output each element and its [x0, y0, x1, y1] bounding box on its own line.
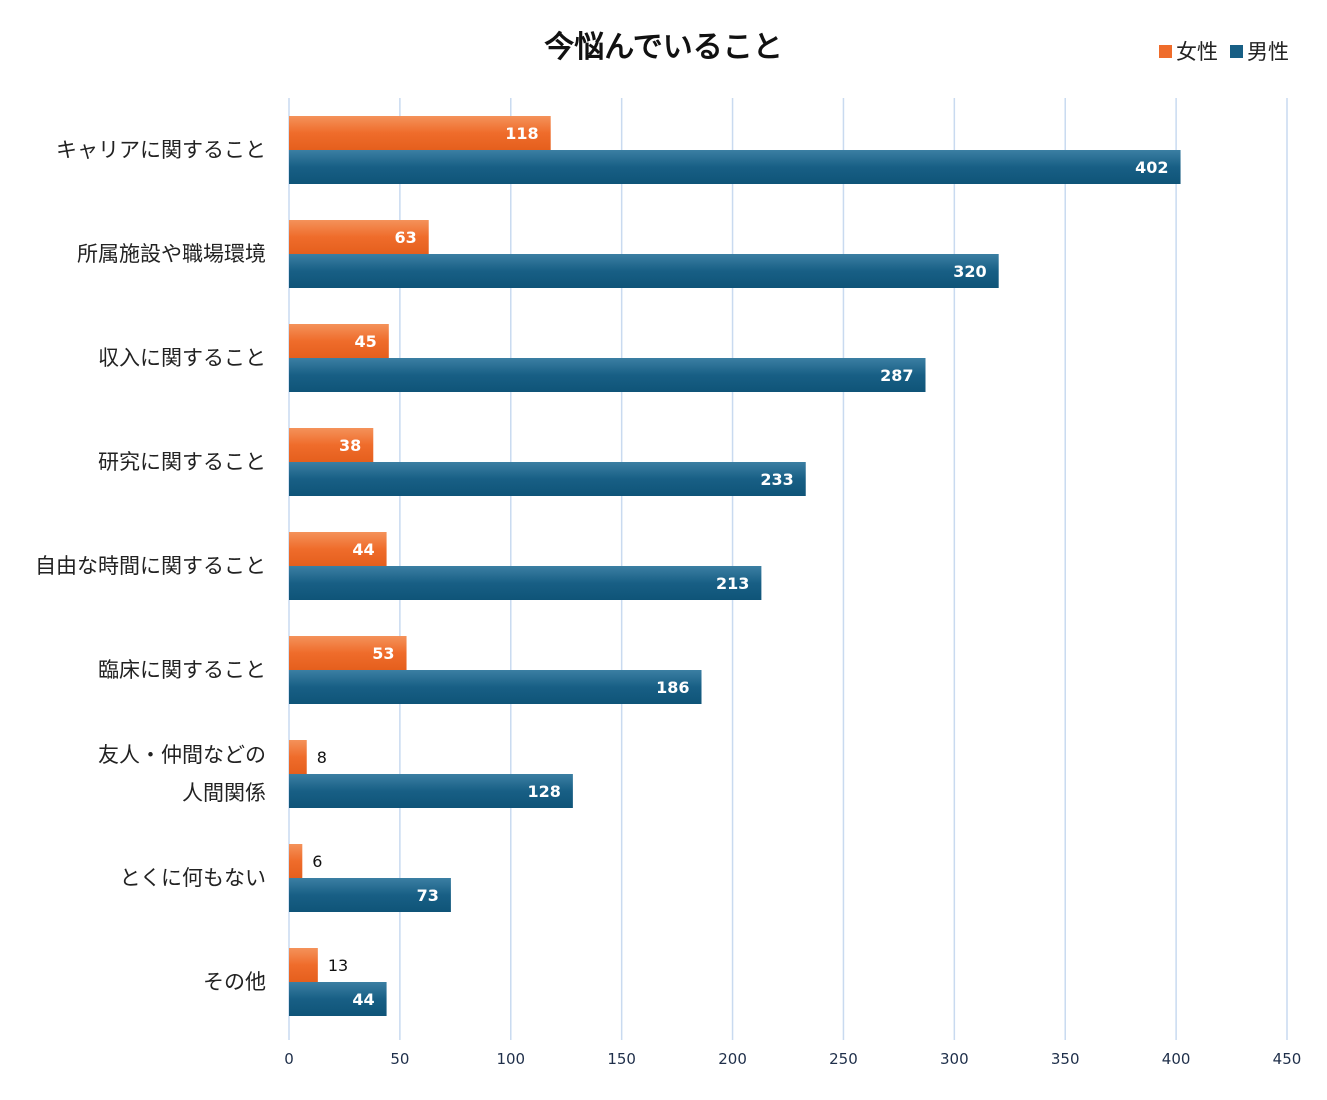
bar-female: [289, 324, 389, 358]
x-tick-label: 50: [390, 1050, 409, 1068]
bar-female: [289, 532, 387, 566]
data-label: 45: [355, 332, 377, 351]
x-tick-label: 100: [496, 1050, 525, 1068]
legend-swatch-male: [1230, 44, 1243, 58]
data-label: 53: [372, 644, 394, 663]
bar-male: [289, 358, 926, 392]
category-label: 自由な時間に関すること: [35, 554, 266, 578]
legend-item-female: 女性: [1159, 36, 1218, 66]
category-label: 人間関係: [182, 781, 266, 805]
bar-male: [289, 670, 702, 704]
data-label: 128: [527, 782, 560, 801]
data-label: 73: [417, 886, 439, 905]
data-label: 13: [328, 956, 348, 975]
category-label: 所属施設や職場環境: [77, 242, 266, 266]
bar-female: [289, 636, 407, 670]
bars: [289, 116, 1181, 1016]
bar-male: [289, 462, 806, 496]
bar-male: [289, 254, 999, 288]
category-label: 臨床に関すること: [98, 658, 266, 682]
x-tick-label: 250: [829, 1050, 858, 1068]
data-label: 8: [317, 748, 327, 767]
chart-title: 今悩んでいること: [544, 30, 783, 65]
x-tick-label: 450: [1273, 1050, 1302, 1068]
data-label: 63: [394, 228, 416, 247]
bar-female: [289, 428, 374, 462]
data-label: 402: [1135, 158, 1168, 177]
bar-male: [289, 150, 1181, 184]
bar-female: [289, 844, 303, 878]
category-label: 友人・仲間などの: [98, 743, 266, 767]
data-label: 44: [352, 990, 374, 1009]
labels: 0 50 100 150 200 250 300 350 400 450 キャリアに関すること 118…: [35, 124, 1301, 1068]
bar-male: [289, 878, 451, 912]
legend-item-male: 男性: [1230, 36, 1289, 66]
bar-male: [289, 774, 573, 808]
x-tick-label: 200: [718, 1050, 747, 1068]
category-label: キャリアに関すること: [56, 138, 266, 162]
bar-female: [289, 948, 318, 982]
data-label: 6: [312, 852, 322, 871]
data-label: 186: [656, 678, 689, 697]
x-tick-label: 0: [284, 1050, 294, 1068]
x-tick-label: 400: [1162, 1050, 1191, 1068]
x-tick-label: 350: [1051, 1050, 1080, 1068]
bar-female: [289, 220, 429, 254]
bar-male: [289, 566, 762, 600]
data-label: 44: [352, 540, 374, 559]
category-label: 研究に関すること: [98, 450, 266, 474]
x-tick-label: 300: [940, 1050, 969, 1068]
data-label: 233: [760, 470, 793, 489]
legend-label-male: 男性: [1247, 40, 1289, 64]
data-label: 320: [953, 262, 986, 281]
category-label: その他: [203, 970, 266, 994]
x-tick-label: 150: [607, 1050, 636, 1068]
legend-swatch-female: [1159, 44, 1172, 58]
bar-female: [289, 740, 307, 774]
category-label: 収入に関すること: [98, 346, 266, 370]
data-label: 38: [339, 436, 361, 455]
bar-male: [289, 982, 387, 1016]
data-label: 118: [505, 124, 538, 143]
data-label: 287: [880, 366, 913, 385]
legend: 女性 男性: [1159, 36, 1289, 66]
data-label: 213: [716, 574, 749, 593]
category-label: とくに何もない: [120, 866, 266, 890]
legend-label-female: 女性: [1176, 40, 1218, 64]
bar-female: [289, 116, 551, 150]
